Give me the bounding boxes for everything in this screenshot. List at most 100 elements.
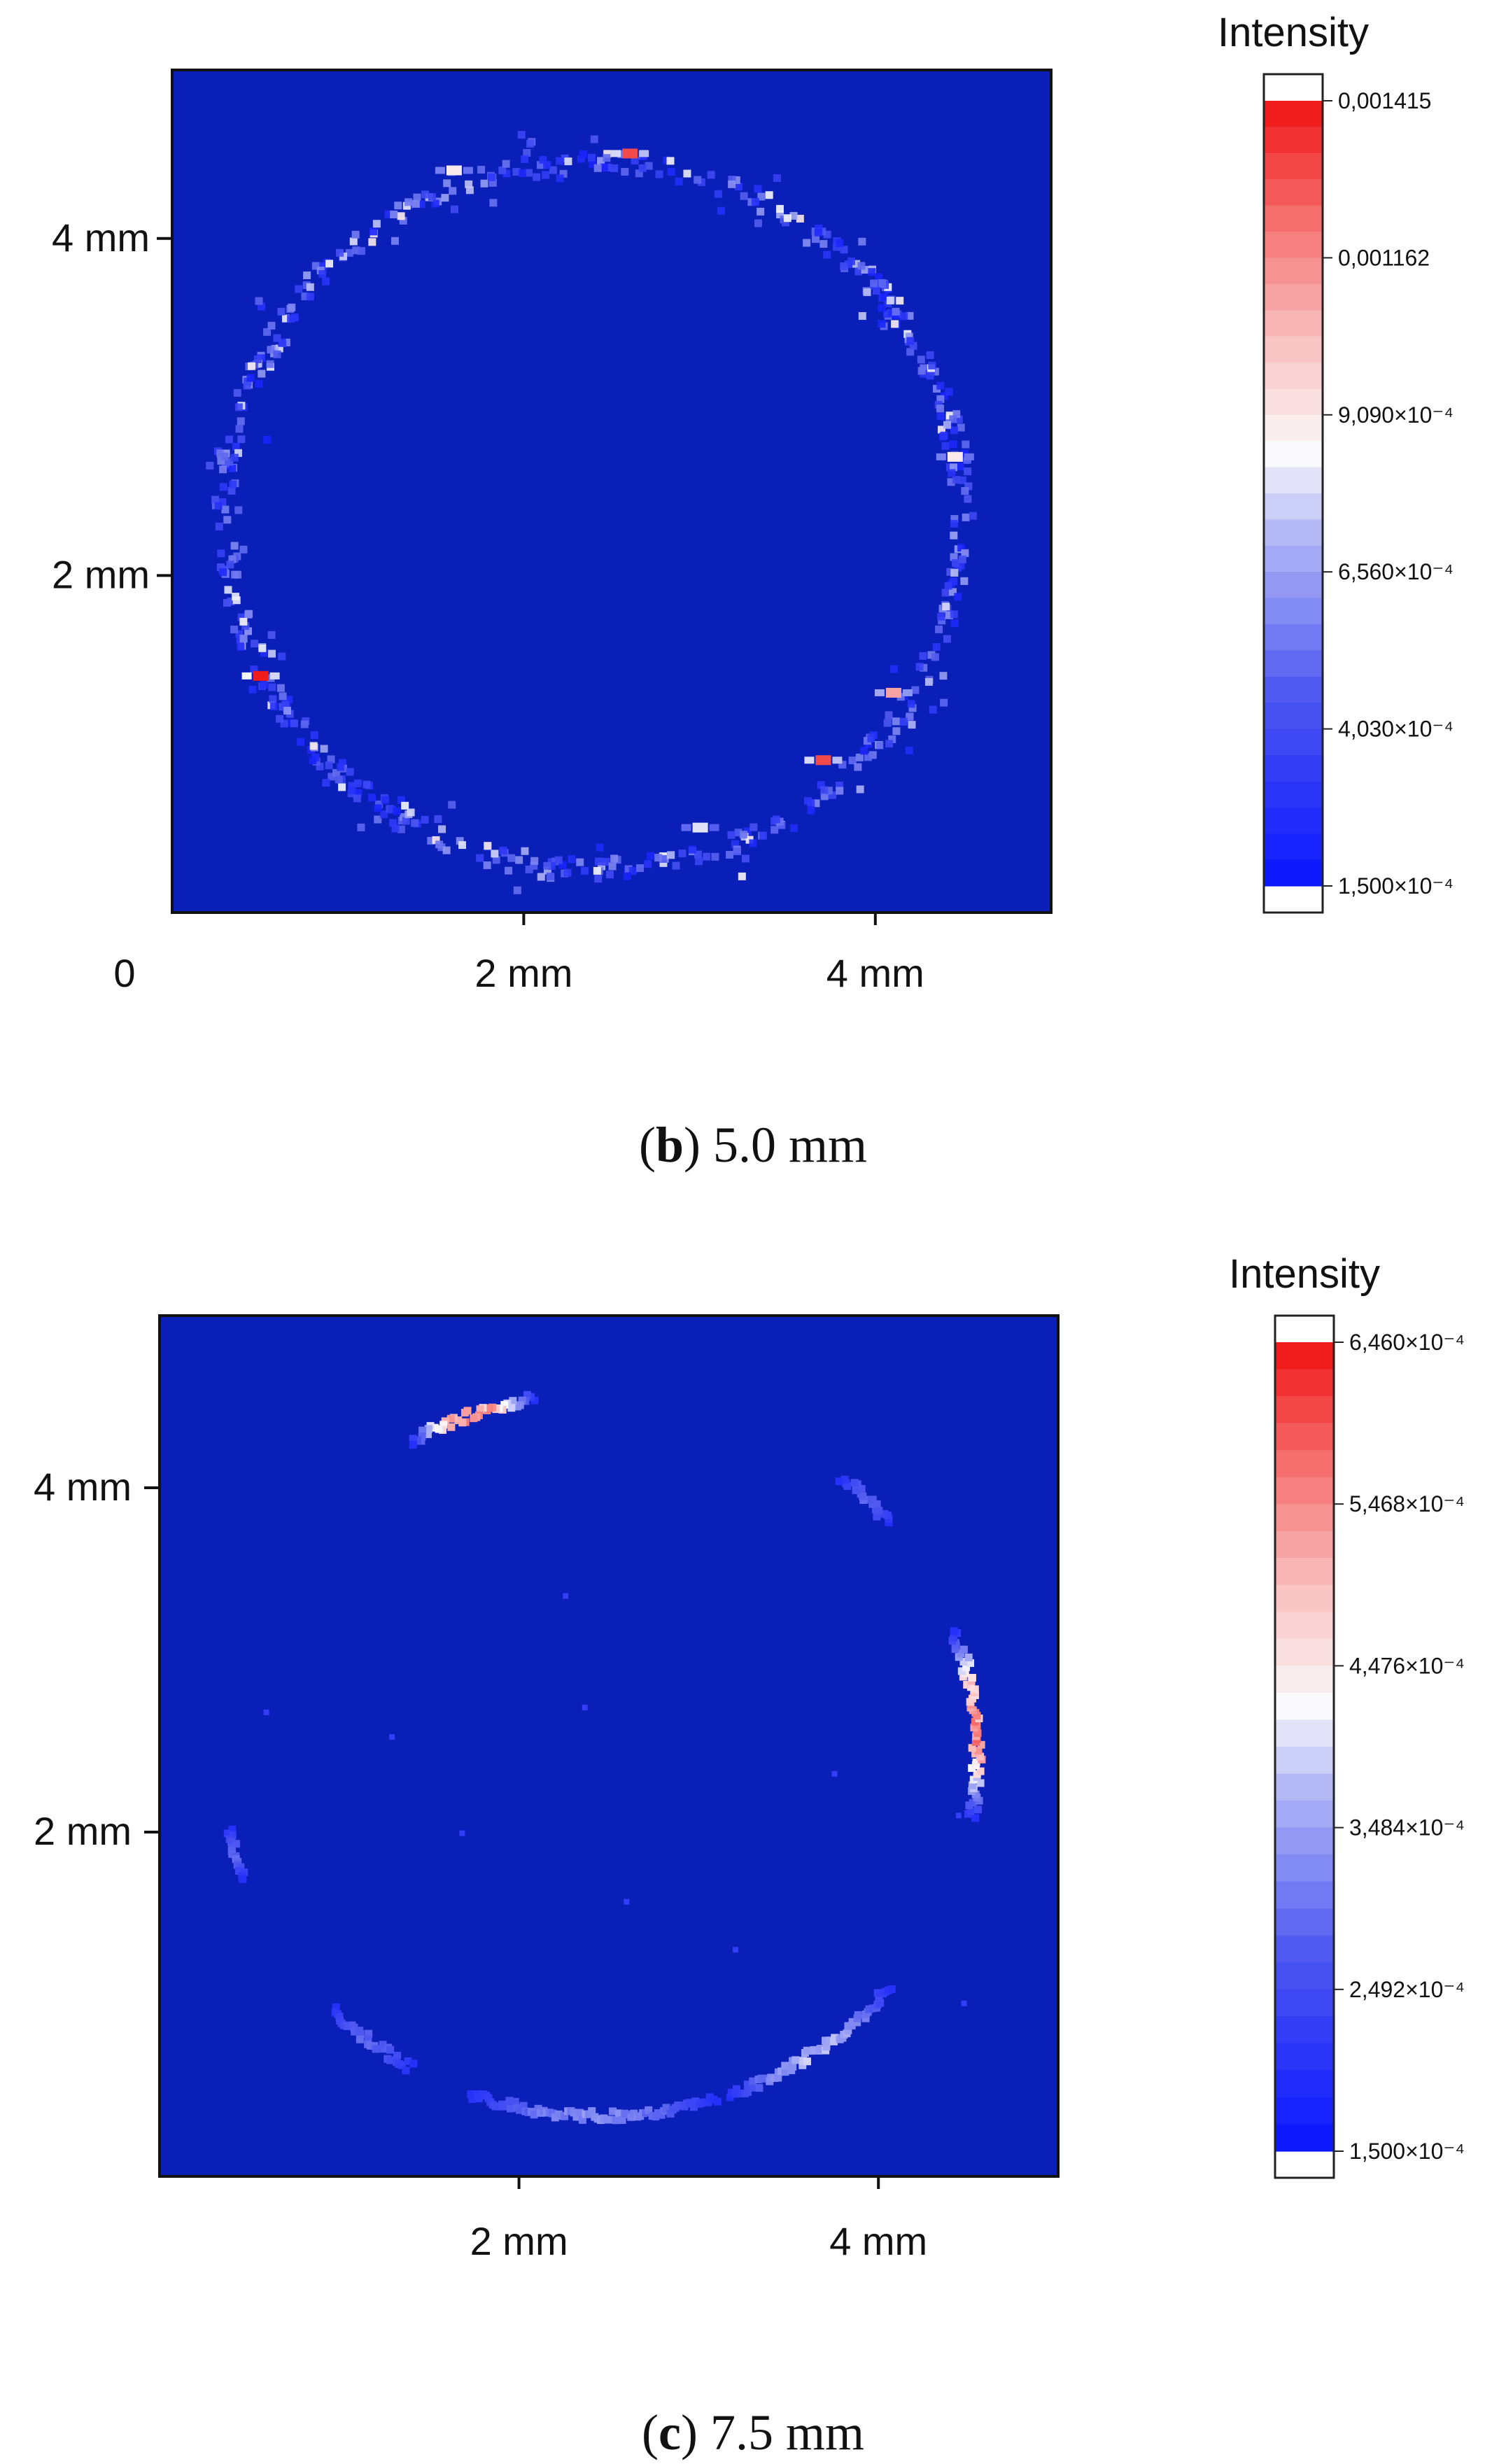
colorbar-swatch xyxy=(1264,781,1323,808)
heatmap-cell xyxy=(896,297,904,305)
heatmap-cell xyxy=(484,2094,493,2102)
heatmap-cell xyxy=(588,2107,596,2115)
heatmap-cell xyxy=(850,1479,859,1487)
colorbar-swatch xyxy=(1275,1423,1334,1451)
colorbar-swatch xyxy=(1264,153,1323,180)
heatmap-cell xyxy=(353,779,362,787)
heatmap-cell xyxy=(836,239,844,248)
heatmap-cell xyxy=(654,854,663,862)
axes: 2 mm 4 mm 4 mm 2 mm xyxy=(34,1465,927,2263)
heatmap-cell xyxy=(543,161,551,169)
heatmap-cell xyxy=(224,586,232,594)
colorbar-swatch xyxy=(1264,598,1323,625)
heatmap-cell xyxy=(844,2026,852,2034)
colorbar-swatch xyxy=(1275,1827,1334,1855)
heatmap-cell xyxy=(911,686,920,694)
heatmap-cell xyxy=(949,463,957,472)
colorbar-swatch xyxy=(1275,2124,1334,2152)
heatmap-cell xyxy=(936,381,945,390)
heatmap-cell xyxy=(269,702,278,710)
heatmap-cell xyxy=(260,649,268,657)
heatmap-cell xyxy=(468,2095,477,2104)
heatmap-cell xyxy=(853,2018,861,2027)
colorbar-tick-label: 3,484×10⁻⁴ xyxy=(1349,1815,1465,1840)
heatmap-cell xyxy=(906,348,915,356)
heatmap-cell xyxy=(606,2115,614,2124)
heatmap-cell xyxy=(235,630,244,638)
heatmap-cell xyxy=(919,652,927,660)
heatmap-cell xyxy=(309,756,317,765)
heatmap-cell xyxy=(547,858,556,866)
heatmap-cell xyxy=(356,2029,365,2038)
caption-letter: c xyxy=(659,2405,681,2461)
heatmap-cell xyxy=(892,717,900,726)
colorbar-frame xyxy=(1274,1314,1335,2179)
heatmap-cell xyxy=(258,644,267,652)
heatmap-cell xyxy=(577,155,585,163)
heatmap-cell xyxy=(783,214,791,223)
heatmap-cell xyxy=(666,157,675,165)
heatmap-cell xyxy=(582,1705,588,1711)
heatmap-cell xyxy=(483,861,491,869)
heatmap-cell xyxy=(570,2109,578,2117)
heatmap-cell xyxy=(216,449,225,458)
heatmap-cell xyxy=(268,683,276,691)
heatmap-cell xyxy=(316,762,324,770)
heatmap-cell xyxy=(917,355,925,364)
heatmap-cell xyxy=(949,440,957,449)
heatmap-cell xyxy=(810,2046,818,2054)
heatmap-cell xyxy=(230,542,239,550)
colorbar-swatch xyxy=(1275,1801,1334,1829)
heatmap-cell xyxy=(823,230,831,239)
heatmap-cell xyxy=(944,582,952,590)
heatmap-cell xyxy=(667,851,675,859)
heatmap-cell xyxy=(957,1649,965,1658)
heatmap-cell xyxy=(950,610,958,619)
heatmap-cell xyxy=(858,237,866,246)
heatmap-cell xyxy=(743,827,752,836)
colorbar-swatch xyxy=(1275,1396,1334,1424)
heatmap-cell xyxy=(521,155,529,163)
heatmap-cell xyxy=(290,719,299,728)
heatmap-cell xyxy=(281,701,290,709)
heatmap-cell xyxy=(389,819,397,827)
heatmap-cell xyxy=(231,570,239,579)
heatmap-cell xyxy=(968,1673,976,1682)
colorbar-swatch xyxy=(1275,1747,1334,1775)
colorbar-tick-label: 1,500×10⁻⁴ xyxy=(1349,2139,1465,2164)
heatmap-cell xyxy=(612,2116,620,2125)
heatmap-cell xyxy=(413,193,421,202)
heatmap-cell xyxy=(926,351,934,359)
colorbar-swatch xyxy=(1275,1935,1334,1963)
heatmap-cell xyxy=(534,2104,542,2113)
heatmap-cell xyxy=(220,452,229,460)
heatmap-cell xyxy=(421,190,430,199)
heatmap-cell xyxy=(838,761,847,769)
heatmap-cell xyxy=(287,315,295,323)
heatmap-cell xyxy=(254,359,262,367)
colorbar-tick-label: 9,090×10⁻⁴ xyxy=(1338,402,1454,428)
heatmap-cell xyxy=(543,866,551,875)
heatmap-cell xyxy=(926,372,934,380)
heatmap-cell xyxy=(421,815,429,824)
heatmap-cell xyxy=(239,617,248,626)
heatmap-cell xyxy=(507,2104,515,2113)
heatmap-cell xyxy=(740,192,748,200)
heatmap-cell xyxy=(379,2041,387,2049)
heatmap-cell xyxy=(709,824,719,831)
heatmap-cell xyxy=(685,2099,694,2107)
heatmap-cell xyxy=(598,862,606,871)
heatmap-cell xyxy=(446,1414,455,1423)
heatmap-cell xyxy=(263,1710,269,1716)
colorbar-swatch xyxy=(1264,676,1323,703)
heatmap-cell xyxy=(467,2090,475,2099)
heatmap-cell xyxy=(394,202,402,210)
heatmap-cell xyxy=(411,199,420,208)
heatmap-cell xyxy=(976,1779,985,1787)
heatmap-cell xyxy=(512,168,521,176)
heatmap-cell xyxy=(659,859,668,867)
heatmap-cell xyxy=(219,568,227,577)
heatmap-cell xyxy=(227,1838,235,1846)
heatmap-cell xyxy=(705,2093,714,2102)
heatmap-cell xyxy=(880,1509,889,1518)
